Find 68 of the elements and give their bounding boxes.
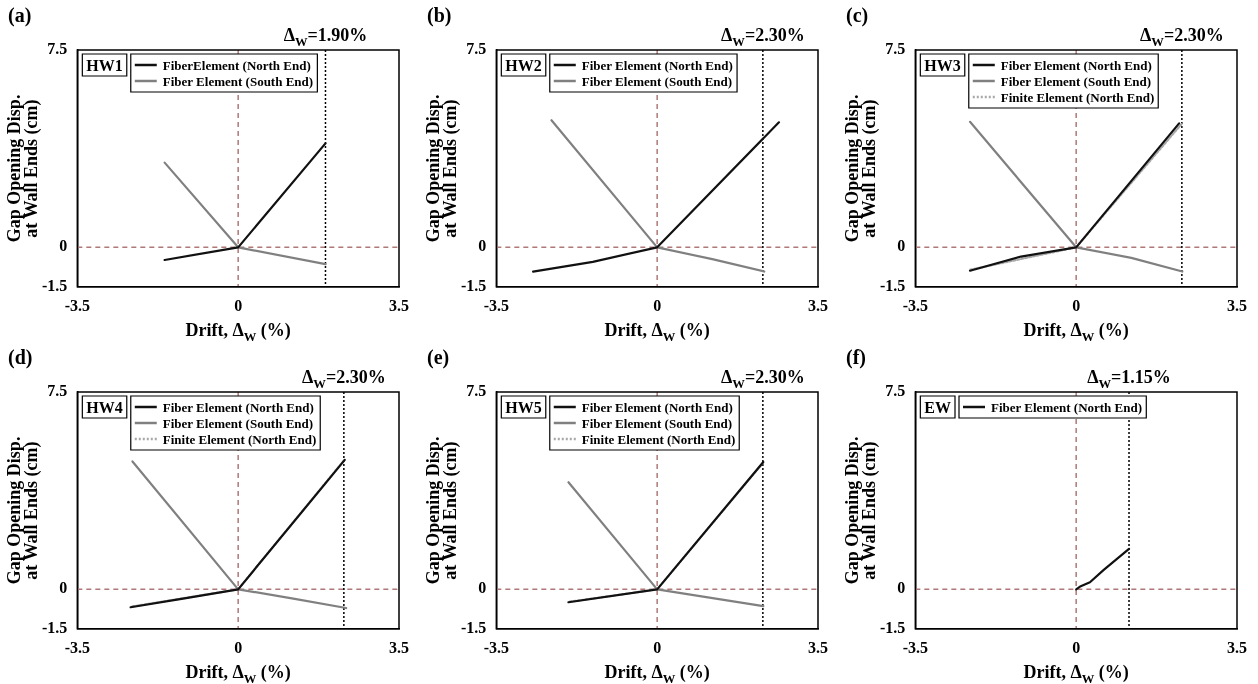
legend-label: Fiber Element (South End): [162, 415, 314, 431]
legend-label: Fiber Element (North End): [581, 399, 733, 415]
chart-title: (e): [427, 346, 450, 369]
x-tick-label: 0: [653, 296, 662, 314]
y-tick-label: -1.5: [880, 276, 906, 294]
legend-label: Fiber Element (South End): [162, 73, 314, 89]
x-tick-label: -3.5: [64, 296, 90, 314]
x-tick-label: -3.5: [902, 296, 928, 314]
legend-label: Fiber Element (North End): [581, 57, 733, 73]
legend-label: Fiber Element (South End): [1000, 73, 1152, 89]
x-tick-label: -3.5: [483, 296, 509, 314]
chart-title: (a): [8, 4, 32, 27]
y-axis-title: Gap Opening Disp. at Wall Ends (cm): [423, 436, 461, 585]
y-tick-label: -1.5: [461, 276, 487, 294]
x-tick-label: 0: [1072, 296, 1081, 314]
y-tick-label: 0: [59, 579, 68, 597]
y-axis-title: Gap Opening Disp. at Wall Ends (cm): [4, 436, 42, 585]
annotation: HW2: [505, 57, 542, 74]
annotation: HW5: [505, 399, 542, 416]
x-tick-label: 0: [234, 296, 243, 314]
legend-label: Fiber Element (North End): [1000, 57, 1152, 73]
legend-label: FiberElement (North End): [162, 57, 311, 73]
y-tick-label: 0: [59, 237, 68, 255]
legend-label: Finite Element (North End): [581, 431, 736, 447]
y-axis-title: Gap Opening Disp. at Wall Ends (cm): [4, 94, 42, 243]
y-tick-label: 0: [478, 237, 487, 255]
y-tick-label: 7.5: [47, 382, 68, 400]
legend-label: Fiber Element (North End): [162, 399, 314, 415]
annotation: HW1: [86, 57, 123, 74]
y-tick-label: 7.5: [466, 40, 487, 58]
chart-title: (c): [846, 4, 869, 27]
annotation: HW3: [924, 57, 961, 74]
annotation: EW: [924, 399, 951, 416]
y-axis-title: Gap Opening Disp. at Wall Ends (cm): [423, 94, 461, 243]
y-axis-title: Gap Opening Disp. at Wall Ends (cm): [842, 94, 880, 243]
x-tick-label: -3.5: [483, 638, 509, 656]
y-tick-label: 0: [897, 579, 906, 597]
y-tick-label: 0: [897, 237, 906, 255]
x-tick-label: 3.5: [808, 638, 828, 656]
legend-label: Fiber Element (North End): [991, 399, 1143, 415]
chart-title: (f): [846, 346, 866, 369]
legend-label: Finite Element (North End): [162, 431, 317, 447]
x-tick-label: 3.5: [389, 638, 409, 656]
x-tick-label: 3.5: [1227, 638, 1247, 656]
x-tick-label: -3.5: [64, 638, 90, 656]
y-tick-label: 7.5: [466, 382, 487, 400]
legend-label: Fiber Element (South End): [581, 73, 733, 89]
y-tick-label: -1.5: [461, 618, 487, 636]
x-tick-label: 0: [1072, 638, 1081, 656]
legend-label: Fiber Element (South End): [581, 415, 733, 431]
y-axis-title: Gap Opening Disp. at Wall Ends (cm): [842, 436, 880, 585]
annotation: HW4: [86, 399, 123, 416]
x-tick-label: 0: [653, 638, 662, 656]
y-tick-label: -1.5: [880, 618, 906, 636]
y-tick-label: 7.5: [885, 382, 906, 400]
y-tick-label: -1.5: [42, 618, 68, 636]
chart-title: (d): [8, 346, 33, 369]
y-tick-label: 0: [478, 579, 487, 597]
chart-title: (b): [427, 4, 452, 27]
y-tick-label: -1.5: [42, 276, 68, 294]
y-tick-label: 7.5: [47, 40, 68, 58]
x-tick-label: 0: [234, 638, 243, 656]
x-tick-label: 3.5: [1227, 296, 1247, 314]
y-tick-label: 7.5: [885, 40, 906, 58]
x-tick-label: 3.5: [389, 296, 409, 314]
x-tick-label: 3.5: [808, 296, 828, 314]
legend-label: Finite Element (North End): [1000, 89, 1155, 105]
x-tick-label: -3.5: [902, 638, 928, 656]
